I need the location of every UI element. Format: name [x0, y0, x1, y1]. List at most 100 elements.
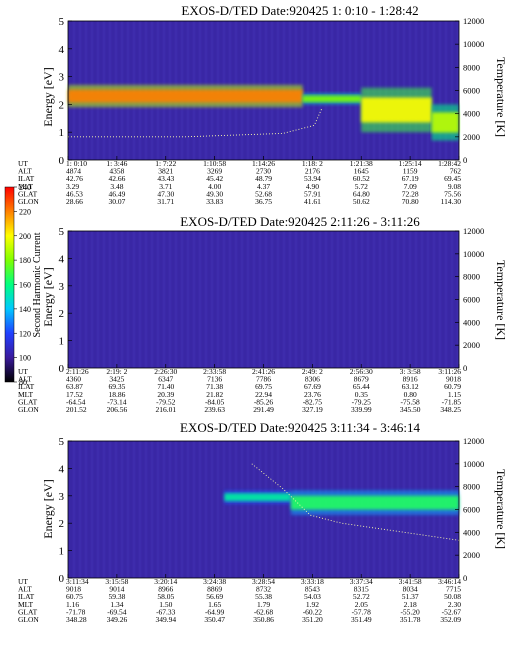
orbit-cell: 51.37: [402, 592, 419, 601]
orbit-row-label: MLT: [18, 600, 34, 609]
orbit-cell: 3:33:18: [301, 577, 324, 586]
orbit-cell: 18.86: [108, 390, 125, 399]
orbit-cell: 23.76: [304, 390, 321, 399]
panel-1-y2label: Temperature [K]: [494, 57, 505, 137]
spectral-band-core: [431, 112, 459, 133]
orbit-cell: 3.29: [66, 182, 79, 191]
orbit-row-label: ALT: [18, 585, 32, 594]
energy-tick-label: 5: [59, 436, 65, 448]
temperature-tick-label: 10000: [463, 39, 484, 49]
orbit-cell: 4.00: [208, 182, 221, 191]
orbit-row-label: ILAT: [18, 592, 35, 601]
orbit-cell: 70.80: [402, 197, 419, 206]
orbit-cell: 42.76: [66, 174, 83, 183]
orbit-cell: 1:21:38: [350, 159, 373, 168]
orbit-row-label: UT: [18, 367, 28, 376]
orbit-cell: 0.35: [355, 390, 368, 399]
orbit-cell: 71.40: [157, 382, 174, 391]
orbit-row-label: GLAT: [18, 189, 38, 198]
panel-2: EXOS-D/TED Date:920425 2:11:26 - 3:11:26…: [18, 214, 505, 414]
colorbar-ticks: 80 100 120 140 160 180 200 220 240: [14, 183, 31, 387]
orbit-cell: 3:20:14: [154, 577, 177, 586]
energy-tick-label: 4: [59, 253, 65, 265]
orbit-row-label: UT: [18, 159, 28, 168]
orbit-row-label: GLAT: [18, 607, 38, 616]
orbit-cell: 350.86: [253, 615, 274, 624]
orbit-cell: -64.99: [205, 607, 225, 616]
panel-3-plot: 0 1 2 3 4 5 0 2000 4000 6000 8000 10000 12000: [59, 436, 485, 585]
orbit-cell: -71.78: [66, 607, 86, 616]
orbit-cell: 46.49: [108, 189, 125, 198]
orbit-cell: -85.26: [254, 397, 274, 406]
energy-tick-label: 1: [59, 546, 65, 558]
temperature-tick-label: 8000: [463, 272, 480, 282]
temperature-tick-label: 2000: [463, 132, 480, 142]
orbit-cell: 8034: [403, 585, 418, 594]
orbit-cell: 8869: [207, 585, 222, 594]
panel-2-title: EXOS-D/TED Date:920425 2:11:26 - 3:11:26: [180, 214, 420, 229]
plot-noise: [68, 231, 459, 368]
orbit-cell: -57.78: [352, 607, 372, 616]
orbit-cell: -52.67: [442, 607, 462, 616]
orbit-cell: 3.71: [159, 182, 172, 191]
energy-tick-label: 0: [59, 363, 65, 375]
panel-1: EXOS-D/TED Date:920425 1: 0:10 - 1:28:42…: [18, 3, 505, 206]
panel-1-plot: 0 1 2 3 4 5 0 2000 4000 6000 8000 10000 12000: [59, 16, 485, 167]
orbit-cell: 7786: [256, 375, 271, 384]
energy-tick-label: 1: [59, 127, 65, 139]
orbit-cell: 3:24:38: [203, 577, 226, 586]
orbit-cell: 2:33:58: [203, 367, 226, 376]
orbit-cell: 1: 3:46: [106, 159, 127, 168]
orbit-cell: 114.30: [441, 197, 462, 206]
orbit-cell: 75.56: [444, 189, 461, 198]
orbit-cell: 4358: [109, 167, 124, 176]
orbit-row-label: GLON: [18, 197, 39, 206]
colorbar-tick-label: 240: [19, 183, 31, 192]
orbit-cell: -75.58: [400, 397, 420, 406]
orbit-cell: 65.44: [353, 382, 370, 391]
orbit-cell: 71.38: [206, 382, 223, 391]
orbit-cell: 8966: [158, 585, 173, 594]
orbit-cell: -60.22: [303, 607, 323, 616]
orbit-row-label: MLT: [18, 182, 34, 191]
orbit-cell: 3:11:34: [66, 577, 89, 586]
orbit-cell: 43.43: [157, 174, 174, 183]
temperature-tick-label: 12000: [463, 436, 484, 446]
orbit-cell: 2.30: [448, 600, 461, 609]
orbit-cell: 348.25: [440, 405, 461, 414]
orbit-row-label: GLON: [18, 405, 39, 414]
orbit-cell: -79.25: [352, 397, 372, 406]
orbit-cell: 349.94: [155, 615, 176, 624]
orbit-cell: 8732: [256, 585, 271, 594]
temperature-tick-label: 4000: [463, 109, 480, 119]
colorbar-label: Second Harmonic Current: [32, 232, 43, 337]
energy-tick-label: 4: [59, 44, 65, 56]
orbit-cell: 1:25:14: [399, 159, 422, 168]
orbit-cell: 2.05: [355, 600, 368, 609]
spectral-band-core: [290, 495, 459, 510]
colorbar: 80 100 120 140 160 180 200 220 240 Second Harmon…: [4, 183, 43, 387]
panel-1-title: EXOS-D/TED Date:920425 1: 0:10 - 1:28:42: [181, 3, 418, 18]
orbit-cell: 3821: [158, 167, 173, 176]
spectral-band-core: [302, 95, 362, 102]
orbit-cell: 2:41:26: [252, 367, 275, 376]
orbit-cell: 1:18: 2: [302, 159, 323, 168]
orbit-cell: 72.28: [402, 189, 419, 198]
temperature-tick-label: 8000: [463, 482, 480, 492]
orbit-cell: -73.14: [107, 397, 127, 406]
orbit-cell: 58.05: [157, 592, 174, 601]
spectral-band-core: [361, 97, 432, 123]
orbit-cell: -64.54: [66, 397, 86, 406]
orbit-cell: -79.52: [156, 397, 176, 406]
orbit-row-label: MLT: [18, 390, 34, 399]
colorbar-tick-label: 200: [19, 232, 31, 241]
orbit-cell: 63.87: [66, 382, 83, 391]
orbit-cell: 3425: [109, 375, 124, 384]
orbit-cell: 60.75: [66, 592, 83, 601]
orbit-cell: 67.69: [304, 382, 321, 391]
orbit-cell: 3:11:26: [438, 367, 461, 376]
temperature-tick-label: 8000: [463, 62, 480, 72]
orbit-cell: 42.66: [108, 174, 125, 183]
orbit-cell: 17.52: [66, 390, 83, 399]
